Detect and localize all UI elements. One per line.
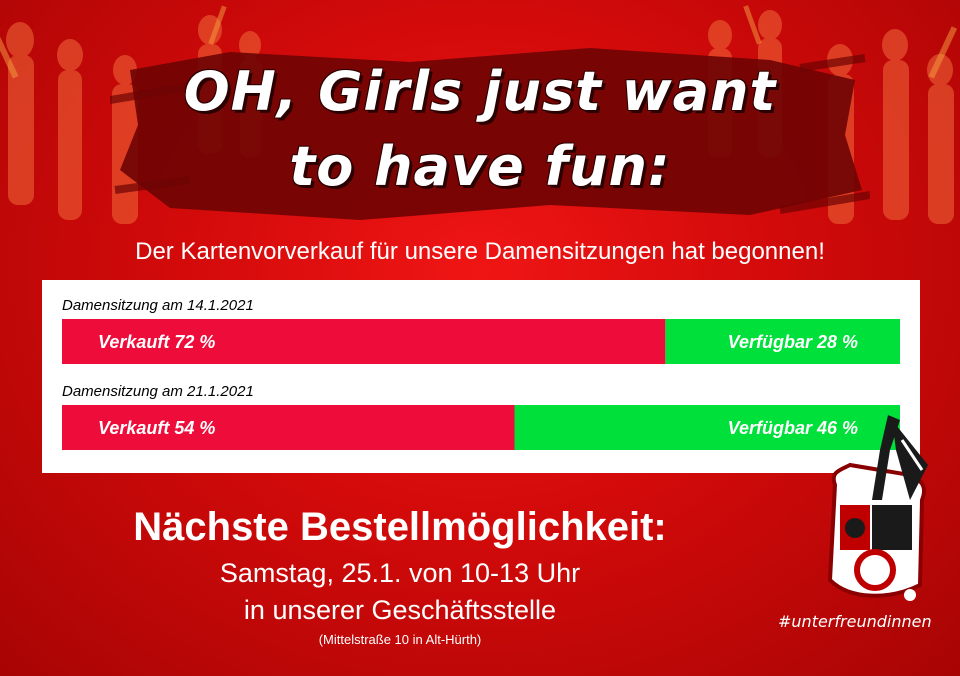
headline: Nächste Bestellmöglichkeit: bbox=[133, 505, 667, 549]
group-2-available-bar bbox=[514, 405, 900, 450]
group-2-available-label: Verfügbar 46 % bbox=[728, 418, 858, 438]
group-2-sold-label: Verkauft 54 % bbox=[98, 418, 215, 438]
order-date: Samstag, 25.1. von 10-13 Uhr bbox=[219, 558, 581, 588]
hashtag: #unterfreundinnen bbox=[778, 612, 932, 631]
address: (Mittelstraße 10 in Alt-Hürth) bbox=[318, 632, 482, 647]
club-emblem-logo bbox=[827, 415, 928, 601]
group-1-sold-label: Verkauft 72 % bbox=[98, 332, 215, 352]
title-line-1: OH, Girls just want bbox=[183, 60, 777, 123]
sales-chart-panel: Damensitzung am 14.1.2021 Verkauft 72 % Ve… bbox=[42, 280, 920, 473]
subtitle: Der Kartenvorverkauf für unsere Damensit… bbox=[135, 238, 825, 265]
group-2-label: Damensitzung am 21.1.2021 bbox=[62, 383, 254, 400]
order-location: in unserer Geschäftsstelle bbox=[243, 595, 557, 625]
group-1-sold-bar bbox=[62, 319, 666, 364]
group-1-available-bar bbox=[665, 319, 900, 364]
title-line-2: to have fun: bbox=[289, 135, 671, 198]
group-1-label: Damensitzung am 14.1.2021 bbox=[62, 297, 254, 314]
sales-bar-chart: Damensitzung am 14.1.2021 Verkauft 72 % Ve… bbox=[62, 297, 900, 450]
group-1-available-label: Verfügbar 28 % bbox=[728, 332, 858, 352]
group-2-sold-bar bbox=[62, 405, 515, 450]
brush-stroke-background bbox=[110, 48, 870, 220]
